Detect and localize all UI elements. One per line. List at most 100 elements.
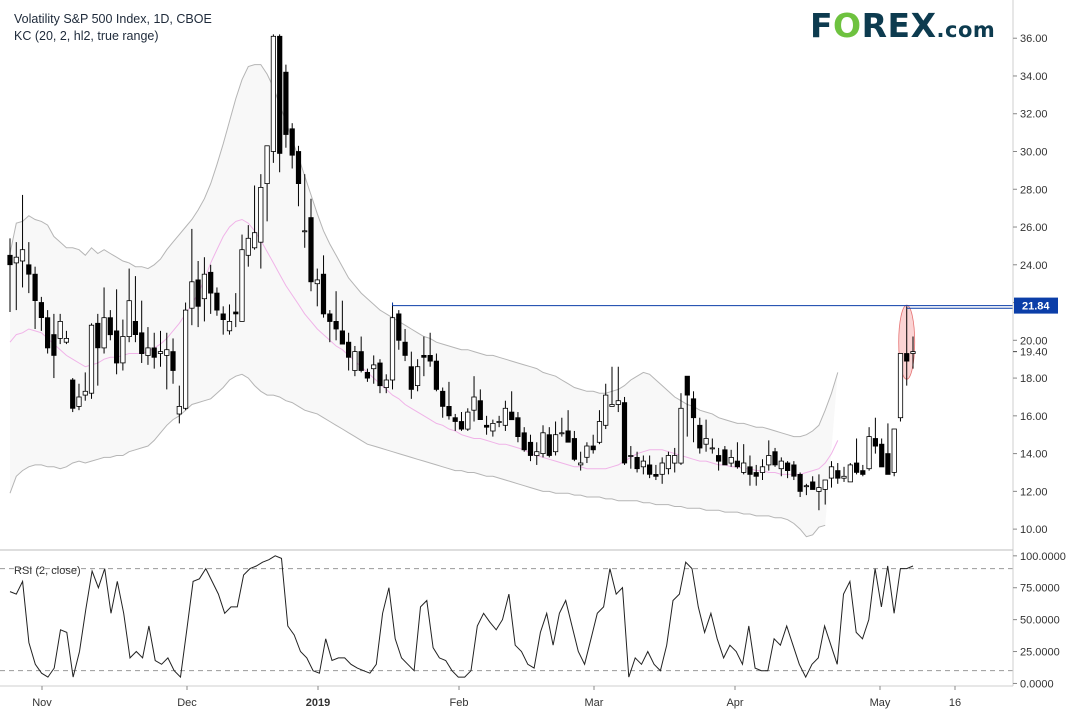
candle-body bbox=[621, 402, 628, 464]
candle-body bbox=[885, 453, 891, 475]
candle-body bbox=[164, 349, 170, 356]
level-price-box bbox=[1014, 297, 1058, 314]
candle-body bbox=[145, 347, 151, 356]
candle-body bbox=[753, 472, 759, 477]
candle-body bbox=[571, 438, 578, 460]
y-tick-label: 28.00 bbox=[1020, 184, 1048, 196]
candle-body bbox=[741, 462, 747, 473]
candle-body bbox=[640, 460, 647, 468]
lower-band bbox=[9, 373, 826, 538]
candle-body bbox=[352, 351, 358, 371]
candle-body bbox=[866, 436, 872, 470]
candle-body bbox=[684, 375, 690, 396]
candle-body bbox=[603, 394, 609, 426]
y-tick-label: 34.00 bbox=[1020, 71, 1048, 83]
candle-body bbox=[314, 279, 320, 285]
candle-body bbox=[45, 317, 51, 349]
candle-body bbox=[402, 341, 408, 356]
x-tick-label: Feb bbox=[450, 697, 469, 709]
candle-body bbox=[609, 404, 615, 407]
x-tick-label: Nov bbox=[32, 697, 52, 709]
candle-body bbox=[496, 421, 502, 423]
candle-body bbox=[747, 466, 753, 475]
candle-body bbox=[32, 273, 38, 302]
axis-labels: 36.0034.0032.0030.0028.0026.0024.0022.00… bbox=[14, 33, 1066, 709]
candle-body bbox=[465, 411, 471, 430]
candle-body bbox=[584, 445, 590, 458]
rsi-y-tick-label: 0.0000 bbox=[1020, 678, 1054, 690]
x-tick-label: Dec bbox=[177, 697, 197, 709]
logo-letter: X bbox=[910, 6, 937, 45]
candle-body bbox=[95, 322, 101, 349]
candle-body bbox=[389, 317, 396, 381]
candle-body bbox=[383, 379, 389, 388]
candle-body bbox=[879, 443, 885, 468]
candle-body bbox=[421, 354, 427, 358]
rsi-y-tick-label: 100.0000 bbox=[1020, 551, 1066, 563]
horizontal-levels bbox=[392, 302, 1013, 309]
candle-body bbox=[57, 320, 63, 339]
candle-body bbox=[458, 421, 465, 430]
rsi-title: RSI (2, close) bbox=[14, 565, 81, 577]
candle-body bbox=[803, 485, 810, 488]
logo-suffix: .com bbox=[936, 18, 996, 42]
candle-body bbox=[659, 462, 665, 475]
candle-body bbox=[534, 451, 540, 456]
candle-body bbox=[377, 362, 383, 387]
candle-body bbox=[88, 324, 95, 394]
candle-body bbox=[546, 434, 552, 456]
candle-body bbox=[151, 347, 157, 358]
candle-body bbox=[245, 237, 251, 256]
logo-brand: FOREX bbox=[810, 6, 937, 45]
y-tick-label: 24.00 bbox=[1020, 260, 1048, 272]
x-tick-label: 16 bbox=[949, 697, 961, 709]
candle-body bbox=[596, 421, 603, 443]
candle-body bbox=[822, 479, 828, 490]
x-tick-label: May bbox=[870, 697, 891, 709]
candle-body bbox=[270, 35, 277, 152]
forex-logo: FOREX.com bbox=[810, 6, 995, 45]
candle-body bbox=[565, 430, 571, 443]
candle-body bbox=[860, 470, 866, 475]
candle-body bbox=[214, 292, 220, 311]
x-tick-label: 2019 bbox=[306, 697, 330, 709]
candle-body bbox=[126, 300, 132, 338]
logo-letter: O bbox=[833, 6, 862, 45]
candle-body bbox=[13, 256, 19, 264]
candle-body bbox=[446, 405, 452, 417]
candle-body bbox=[854, 462, 860, 473]
candle-body bbox=[433, 360, 440, 390]
candle-body bbox=[308, 217, 314, 283]
candle-body bbox=[427, 354, 433, 362]
rsi-y-tick-label: 50.0000 bbox=[1020, 615, 1060, 627]
candle-body bbox=[345, 341, 352, 358]
y-tick-label: 20.00 bbox=[1020, 335, 1048, 347]
candle-body bbox=[201, 273, 207, 300]
candle-body bbox=[364, 371, 371, 379]
candle-body bbox=[709, 447, 715, 450]
level-price-label: 21.84 bbox=[1022, 301, 1050, 313]
y-tick-label: 12.00 bbox=[1020, 486, 1048, 498]
candle-body bbox=[258, 186, 264, 243]
candle-body bbox=[521, 432, 527, 451]
rsi-panel bbox=[0, 555, 1013, 679]
candle-body bbox=[7, 254, 13, 266]
candle-body bbox=[70, 379, 76, 409]
candle-body bbox=[239, 249, 245, 322]
candle-body bbox=[251, 232, 258, 249]
candle-body bbox=[139, 332, 145, 354]
candle-body bbox=[515, 417, 521, 438]
candle-body bbox=[414, 366, 421, 387]
y-tick-label: 14.00 bbox=[1020, 449, 1048, 461]
candle-body bbox=[440, 390, 446, 407]
candle-body bbox=[483, 424, 490, 428]
upper-band bbox=[9, 64, 839, 438]
candle-body bbox=[408, 366, 414, 390]
candle-body bbox=[690, 398, 697, 419]
candle-body bbox=[891, 428, 897, 473]
candle-body bbox=[76, 396, 82, 407]
candle-body bbox=[295, 151, 302, 184]
candle-body bbox=[490, 422, 496, 432]
candle-body bbox=[722, 449, 728, 466]
